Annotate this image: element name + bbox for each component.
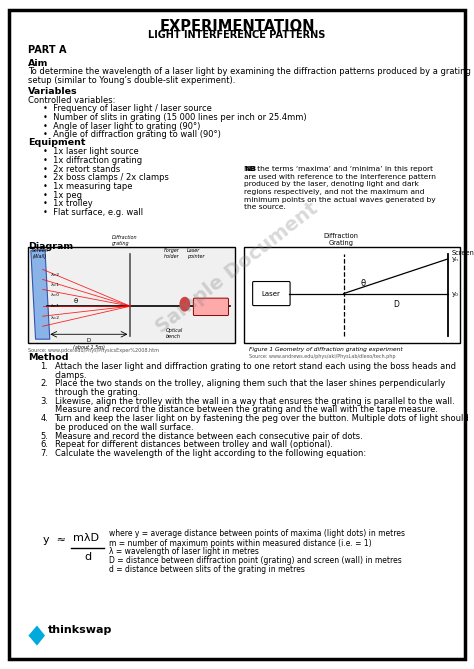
Text: Equipment: Equipment	[28, 138, 86, 147]
Text: Laser: Laser	[262, 290, 281, 296]
Text: Likewise, align the trolley with the wall in a way that ensures the grating is p: Likewise, align the trolley with the wal…	[55, 397, 454, 405]
Text: Method: Method	[28, 353, 69, 362]
FancyBboxPatch shape	[253, 282, 290, 306]
Text: be produced on the wall surface.: be produced on the wall surface.	[55, 423, 193, 432]
Text: 6.: 6.	[40, 440, 48, 449]
Text: Measure and record the distance between the grating and the wall with the tape m: Measure and record the distance between …	[55, 405, 438, 414]
Text: PART A: PART A	[28, 45, 67, 56]
Text: •  1x trolley: • 1x trolley	[43, 199, 92, 208]
Text: thinkswap: thinkswap	[48, 626, 113, 635]
Text: NB: NB	[244, 166, 256, 172]
Text: Place the two stands on the trolley, aligning them such that the laser shines pe: Place the two stands on the trolley, ali…	[55, 379, 445, 388]
Text: regions respectively, and not the maximum and: regions respectively, and not the maximu…	[244, 189, 425, 195]
Text: D: D	[87, 338, 91, 343]
Polygon shape	[28, 626, 45, 646]
Text: •  1x measuring tape: • 1x measuring tape	[43, 182, 132, 191]
Text: yₙ: yₙ	[452, 256, 459, 262]
FancyBboxPatch shape	[193, 298, 228, 316]
Text: Calculate the wavelength of the light according to the following equation:: Calculate the wavelength of the light ac…	[55, 449, 365, 458]
Text: •  1x laser light source: • 1x laser light source	[43, 147, 138, 156]
Text: •  Angle of diffraction grating to wall (90°): • Angle of diffraction grating to wall (…	[43, 130, 220, 139]
Text: λ = wavelength of laser light in metres: λ = wavelength of laser light in metres	[109, 547, 259, 556]
Text: Aim: Aim	[28, 59, 49, 68]
Text: Screen: Screen	[452, 250, 474, 256]
Text: Diffraction
grating: Diffraction grating	[111, 235, 137, 246]
Text: clamps.: clamps.	[55, 371, 87, 379]
Text: d = distance between slits of the grating in metres: d = distance between slits of the gratin…	[109, 565, 305, 573]
Text: Measure and record the distance between each consecutive pair of dots.: Measure and record the distance between …	[55, 432, 362, 440]
Text: Turn and keep the laser light on by fastening the peg over the button. Multiple : Turn and keep the laser light on by fast…	[55, 414, 469, 423]
Text: Diagram: Diagram	[28, 242, 73, 251]
Text: θ: θ	[73, 298, 78, 304]
Text: minimum points on the actual waves generated by: minimum points on the actual waves gener…	[244, 197, 436, 203]
Text: Figure 1 Geometry of diffraction grating experiment: Figure 1 Geometry of diffraction grating…	[249, 347, 402, 351]
Text: d: d	[84, 552, 91, 562]
Text: D: D	[393, 300, 399, 309]
Text: 5.: 5.	[40, 432, 48, 440]
Text: Optical
bench: Optical bench	[166, 328, 183, 339]
Text: are used with reference to the interference pattern: are used with reference to the interfere…	[244, 173, 436, 179]
Text: Variables: Variables	[28, 87, 78, 96]
Text: m = number of maximum points within measured distance (i.e. = 1): m = number of maximum points within meas…	[109, 539, 372, 547]
Text: Diffraction
Grating: Diffraction Grating	[324, 233, 359, 246]
Text: EXPERIMENTATION: EXPERIMENTATION	[159, 19, 315, 33]
Text: where y = average distance between points of maxima (light dots) in metres: where y = average distance between point…	[109, 529, 405, 537]
Text: To determine the wavelength of a laser light by examining the diffraction patter: To determine the wavelength of a laser l…	[28, 67, 471, 76]
Text: λ=1: λ=1	[51, 283, 60, 287]
Text: 7.: 7.	[40, 449, 48, 458]
Text: through the grating.: through the grating.	[55, 388, 140, 397]
Text: 3.: 3.	[40, 397, 48, 405]
Text: the source.: the source.	[244, 205, 286, 210]
Text: 4.: 4.	[40, 414, 48, 423]
Text: setup (similar to Young’s double-slit experiment).: setup (similar to Young’s double-slit ex…	[28, 76, 236, 84]
Text: •  Frequency of laser light / laser source: • Frequency of laser light / laser sourc…	[43, 104, 211, 113]
Text: y₀: y₀	[452, 290, 459, 296]
Text: (about 1.5m): (about 1.5m)	[73, 345, 105, 350]
Text: •  Number of slits in grating (15 000 lines per inch or 25.4mm): • Number of slits in grating (15 000 lin…	[43, 113, 306, 122]
Text: •  2x retort stands: • 2x retort stands	[43, 165, 120, 173]
Text: θ: θ	[360, 279, 365, 288]
Polygon shape	[31, 250, 50, 339]
Text: produced by the laser, denoting light and dark: produced by the laser, denoting light an…	[244, 181, 419, 187]
Text: y  ≈: y ≈	[43, 535, 66, 545]
Text: λ=2: λ=2	[51, 273, 60, 277]
Circle shape	[180, 298, 190, 311]
Text: D = distance between diffraction point (grating) and screen (wall) in metres: D = distance between diffraction point (…	[109, 556, 402, 565]
Text: Source: www.andrews.edu/phys/aki/PhysLab/dlexo/tech.php: Source: www.andrews.edu/phys/aki/PhysLab…	[249, 354, 395, 359]
Text: •  1x diffraction grating: • 1x diffraction grating	[43, 156, 142, 165]
Bar	[244, 247, 460, 343]
Text: 1.: 1.	[40, 362, 48, 371]
Text: Controlled variables:: Controlled variables:	[28, 96, 116, 104]
Text: Laser
pointer: Laser pointer	[187, 248, 205, 259]
Text: λ=0: λ=0	[51, 294, 60, 298]
Text: mλD: mλD	[73, 533, 100, 543]
Bar	[28, 247, 235, 343]
Text: λ=1: λ=1	[51, 304, 60, 308]
Text: Forger
holder: Forger holder	[164, 248, 179, 259]
Text: •  Flat surface, e.g. wall: • Flat surface, e.g. wall	[43, 208, 143, 217]
Text: λ=2: λ=2	[51, 316, 60, 320]
Text: Screen
(Wall): Screen (Wall)	[32, 248, 49, 259]
Text: NB the terms ‘maxima’ and ‘minima’ in this report: NB the terms ‘maxima’ and ‘minima’ in th…	[244, 166, 433, 172]
Text: •  2x boss clamps / 2x clamps: • 2x boss clamps / 2x clamps	[43, 173, 169, 182]
Text: Sample Document: Sample Document	[152, 199, 322, 337]
Text: LIGHT INTERFERENCE PATTERNS: LIGHT INTERFERENCE PATTERNS	[148, 30, 326, 40]
Text: 2.: 2.	[40, 379, 48, 388]
Text: •  Angle of laser light to grating (90°): • Angle of laser light to grating (90°)	[43, 122, 200, 130]
Text: Repeat for different distances between trolley and wall (optional).: Repeat for different distances between t…	[55, 440, 332, 449]
Text: Source: www.pdce.edu/Phys/PhysicsExper%2008.htm: Source: www.pdce.edu/Phys/PhysicsExper%2…	[28, 348, 159, 353]
Text: Attach the laser light and diffraction grating to one retort stand each using th: Attach the laser light and diffraction g…	[55, 362, 456, 371]
Text: •  1x peg: • 1x peg	[43, 191, 82, 199]
